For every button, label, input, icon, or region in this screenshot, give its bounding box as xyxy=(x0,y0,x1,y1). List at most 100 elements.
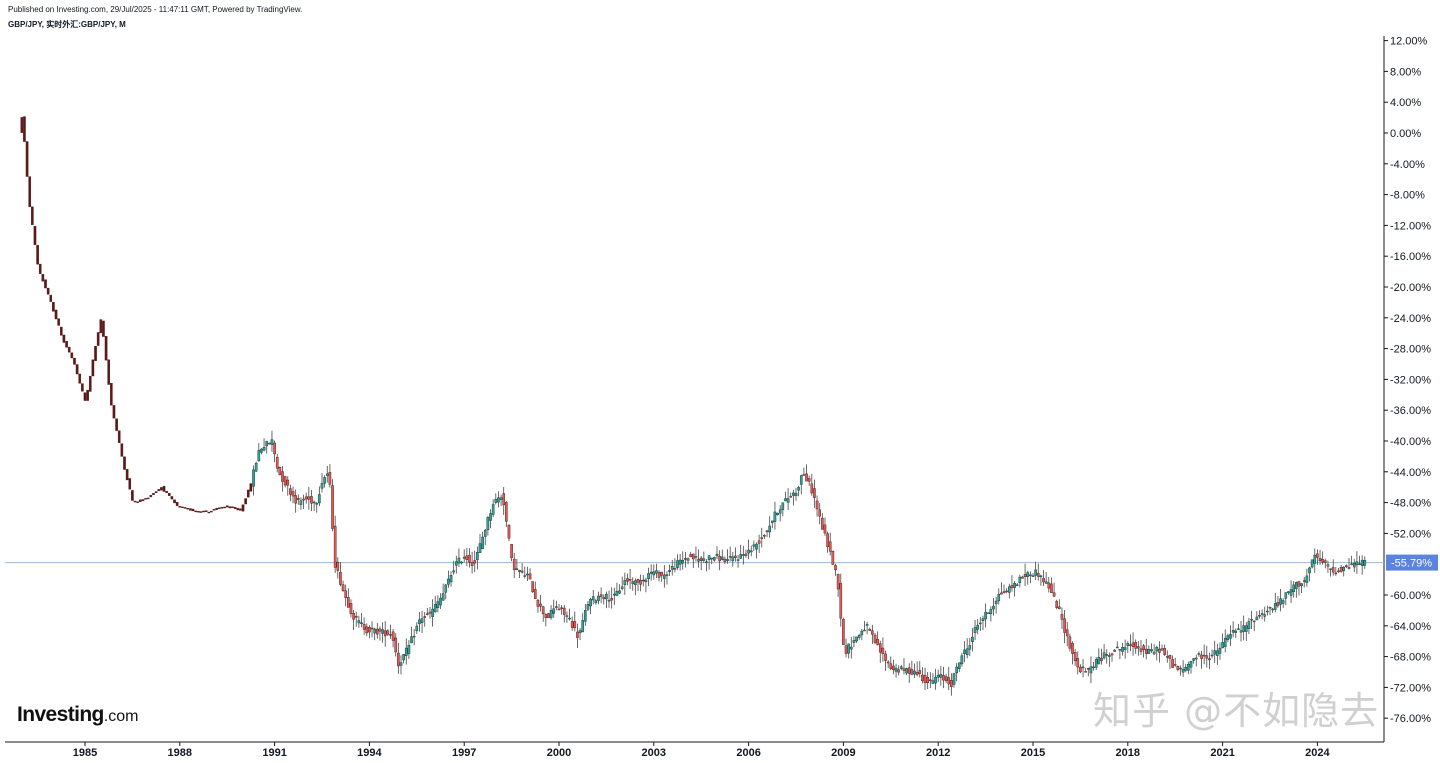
candle-body xyxy=(436,601,440,609)
candle-body xyxy=(1092,666,1095,669)
candle-body xyxy=(407,644,411,654)
candle-body xyxy=(676,560,679,568)
candle-body xyxy=(178,506,182,508)
candle-body xyxy=(1076,658,1080,668)
candle-body xyxy=(557,608,561,611)
candle-body xyxy=(352,613,355,620)
candle-body xyxy=(799,475,803,485)
candle-body xyxy=(102,320,105,337)
candle-body xyxy=(412,635,416,638)
candle-body xyxy=(1113,649,1116,652)
candle-body xyxy=(697,558,700,562)
candle-body xyxy=(394,637,398,653)
candle-body xyxy=(1231,630,1235,633)
candle-body xyxy=(507,524,511,539)
candle-body xyxy=(328,472,332,485)
candle-body xyxy=(591,596,595,601)
y-tick-label: 12.00% xyxy=(1390,36,1428,48)
candle-body xyxy=(992,605,995,610)
candle-body xyxy=(678,559,682,565)
candle-body xyxy=(1266,610,1269,613)
candle-body xyxy=(1171,659,1174,668)
candle-body xyxy=(1321,558,1324,563)
candle-body xyxy=(1216,650,1219,656)
candle-body xyxy=(1039,575,1043,578)
candle-body xyxy=(1200,654,1203,659)
candle-body xyxy=(1334,572,1338,575)
candle-body xyxy=(302,498,305,501)
candle-body xyxy=(389,634,392,636)
x-tick-label: 2015 xyxy=(1021,747,1045,759)
candle-body xyxy=(570,621,574,628)
candle-body xyxy=(38,263,42,274)
candle-body xyxy=(589,598,592,607)
candle-body xyxy=(686,558,690,561)
candle-body xyxy=(315,503,319,505)
candle-body xyxy=(207,511,211,514)
x-axis: 1985 1988 1991 1994 1997 2000 2003 2006 2009 2012… xyxy=(73,742,1331,759)
candle-body xyxy=(541,606,545,615)
candle-body xyxy=(52,301,55,312)
candle-body xyxy=(497,497,500,503)
candle-body xyxy=(433,604,437,613)
candle-body xyxy=(1302,580,1306,582)
y-tick-label: -76.00% xyxy=(1390,713,1431,725)
candle-body xyxy=(1197,653,1201,655)
candle-body xyxy=(515,568,519,570)
candle-body xyxy=(294,495,297,504)
candle-body xyxy=(1179,667,1182,670)
candle-body xyxy=(136,501,139,503)
candle-body xyxy=(707,555,711,560)
candle-body xyxy=(1260,613,1264,615)
candle-body xyxy=(1202,654,1206,657)
candle-body xyxy=(46,287,50,295)
candle-body xyxy=(649,571,653,574)
candle-body xyxy=(249,483,253,492)
candle-body xyxy=(1187,664,1190,671)
candle-body xyxy=(410,636,413,644)
candle-body xyxy=(726,559,729,561)
candle-body xyxy=(947,677,951,685)
candle-body xyxy=(1342,566,1346,571)
candle-body xyxy=(855,636,858,642)
candle-body xyxy=(802,474,806,476)
symbol-title: GBP/JPY, 实时外汇:GBP/JPY, M xyxy=(8,20,126,29)
candle-body xyxy=(83,392,87,401)
y-tick-label: 0.00% xyxy=(1390,128,1421,140)
candle-body xyxy=(33,226,37,245)
candle-body xyxy=(873,634,877,643)
candle-body xyxy=(1147,648,1151,654)
candle-body xyxy=(731,556,735,562)
candle-body xyxy=(297,498,300,500)
candle-body xyxy=(23,116,26,142)
current-price-label: -55.79% xyxy=(1386,554,1438,571)
candle-body xyxy=(291,491,295,497)
candle-body xyxy=(1010,585,1014,589)
candle-body xyxy=(597,595,600,601)
candle-body xyxy=(857,634,861,638)
candle-body xyxy=(1295,582,1298,589)
candle-body xyxy=(231,506,234,508)
candle-body xyxy=(826,533,829,548)
candle-body xyxy=(275,456,279,469)
candle-body xyxy=(607,599,611,602)
candle-body xyxy=(1258,615,1261,617)
y-tick-label: -72.00% xyxy=(1390,682,1431,694)
candle-body xyxy=(341,584,345,591)
candle-body xyxy=(568,617,571,620)
candle-body xyxy=(1210,654,1214,657)
candle-body xyxy=(744,553,748,556)
candle-body xyxy=(1139,648,1143,652)
candle-body xyxy=(929,679,932,682)
candle-body xyxy=(823,524,827,534)
candle-body xyxy=(623,580,627,585)
candle-body xyxy=(615,591,619,596)
candle-body xyxy=(749,550,753,553)
y-tick-label: -4.00% xyxy=(1390,159,1425,171)
candle-body xyxy=(391,631,395,641)
candle-body xyxy=(1252,620,1256,623)
candle-body xyxy=(386,630,390,635)
x-tick-label: 2006 xyxy=(736,747,760,759)
candle-body xyxy=(1026,572,1030,577)
